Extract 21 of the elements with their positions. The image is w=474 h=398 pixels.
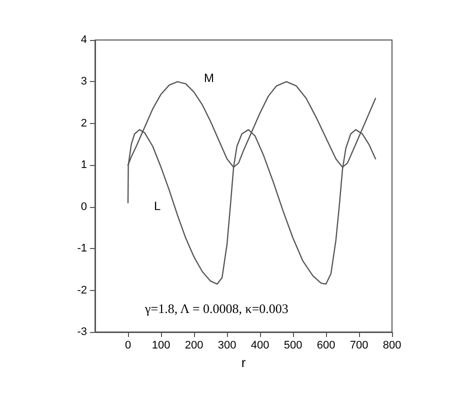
x-tick-label: 800 [382, 340, 402, 352]
x-tick-label: 500 [284, 340, 302, 352]
x-tick-label: 600 [316, 340, 336, 352]
x-axis-title: r [241, 354, 246, 370]
x-tick-label: 0 [124, 340, 132, 352]
y-tick-label: 3 [80, 76, 87, 88]
series-label: M [204, 71, 214, 85]
series-label: L [154, 199, 161, 213]
y-tick-label: -3 [77, 326, 87, 338]
x-tick-label: 300 [218, 340, 236, 352]
y-tick-label: 0 [80, 200, 87, 213]
x-tick-label: 400 [250, 340, 270, 352]
y-tick-label: 2 [80, 117, 87, 130]
y-tick-label: 4 [80, 34, 87, 46]
y-tick-label: -1 [77, 242, 87, 255]
annotation: γ=1.8, Λ = 0.0008, κ=0.003 [144, 301, 288, 316]
x-tick-label: 200 [184, 340, 204, 352]
x-tick-label: 700 [350, 340, 368, 352]
y-tick-label: 1 [80, 159, 87, 172]
y-tick-label: -2 [77, 284, 87, 296]
x-tick-label: 100 [152, 340, 170, 352]
